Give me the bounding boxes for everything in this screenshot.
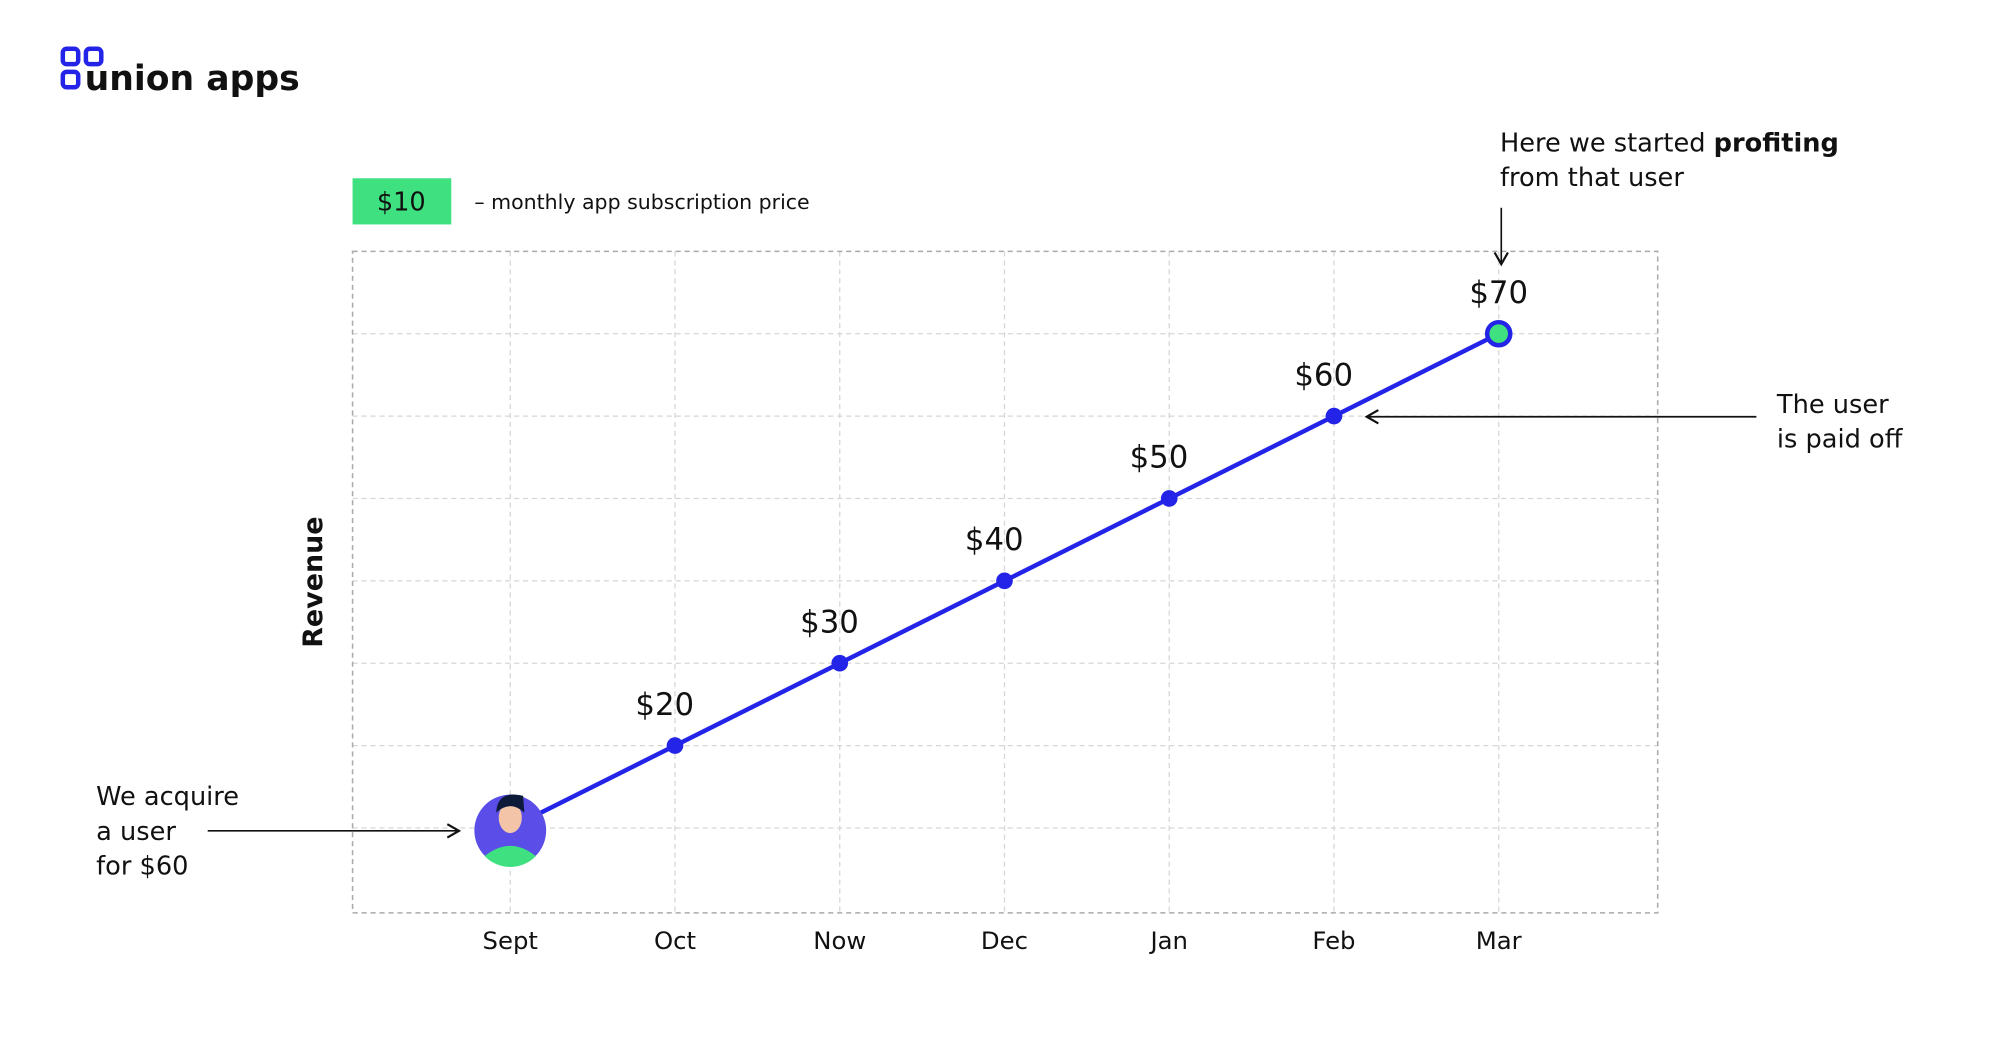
point [1160,490,1178,507]
avatar-face [498,802,522,834]
point-highlight [1484,319,1513,348]
avatar-body [484,845,536,867]
annotation-text: for $60 [96,851,188,881]
x-tick-label: Jan [1148,926,1188,955]
point [666,737,684,754]
annotation-text: The user [1776,390,1889,420]
value-label: $40 [965,522,1024,558]
value-label: $20 [635,687,694,723]
brand: union apps [85,59,300,99]
y-axis-label: Revenue [298,516,329,647]
annotation-text: We acquire [96,782,239,812]
point [1325,407,1343,425]
legend-text: – monthly app subscription price [474,190,809,214]
value-label: $50 [1130,440,1189,476]
x-tick-label: Dec [981,926,1028,955]
annotation-text: a user [96,817,176,847]
point [996,572,1013,590]
annotation-right: The user is paid off [1364,390,1904,455]
annotation-left: We acquire a user for $60 [96,782,462,881]
annotation-top: Here we started profiting from that user [1493,128,1839,267]
annotation-text: from that user [1500,163,1684,193]
plot-frame [351,250,1659,914]
avatar-hair [496,794,525,813]
annotation-part: profiting [1714,128,1839,158]
annotation-text: is paid off [1777,425,1904,455]
x-tick-label: Feb [1312,926,1355,955]
point [831,654,849,672]
x-tick-label: Sept [483,926,538,955]
plot: Sept Oct Now Dec Jan Feb Mar $20 $30 $40 $50 $60 $70 [351,250,1659,955]
annotation-part: Here we started [1500,128,1714,158]
logo: union apps [60,46,300,99]
value-label: $60 [1294,357,1353,393]
x-tick-label: Mar [1476,926,1523,955]
x-tick-label: Oct [654,926,696,955]
value-label: $30 [800,604,859,640]
user-avatar [474,794,547,867]
value-label: $70 [1469,275,1528,311]
x-tick-label: Now [813,926,866,955]
legend-swatch [352,178,452,225]
annotation-text: Here we started profiting [1500,128,1839,158]
legend-label: $10 [377,187,426,217]
